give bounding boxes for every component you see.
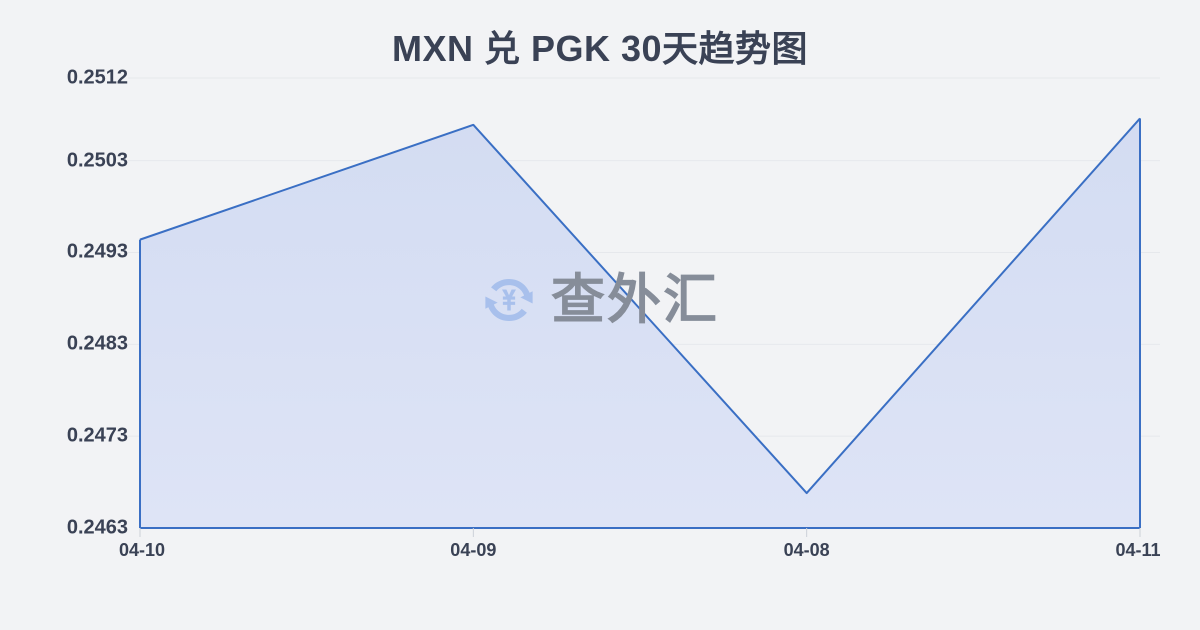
x-tick-label: 04-10 <box>118 540 166 560</box>
x-tick-label: 04-11 <box>1115 540 1161 560</box>
chart-data-line <box>139 117 1141 495</box>
x-tick-label: 04-08 <box>783 540 830 560</box>
area-fill-path <box>140 118 1140 528</box>
y-axis-labels: 0.2512 0.2503 0.2493 0.2483 0.2473 0.2463 <box>0 0 128 630</box>
y-tick-label: 0.2493 <box>66 240 128 263</box>
x-tick-label: 04-09 <box>450 540 497 560</box>
y-tick-label: 0.2503 <box>66 149 128 172</box>
chart-x-tickmarks <box>139 528 1141 537</box>
trend-line-path <box>139 117 1141 495</box>
y-tick-label: 0.2463 <box>66 516 128 539</box>
y-tick-label: 0.2473 <box>66 424 128 447</box>
chart-area-fill <box>140 118 1140 528</box>
chart-axes <box>139 118 1141 529</box>
chart-title: MXN 兑 PGK 30天趋势图 <box>391 28 809 69</box>
y-tick-label: 0.2483 <box>66 332 128 355</box>
y-tick-label: 0.2512 <box>66 66 128 89</box>
